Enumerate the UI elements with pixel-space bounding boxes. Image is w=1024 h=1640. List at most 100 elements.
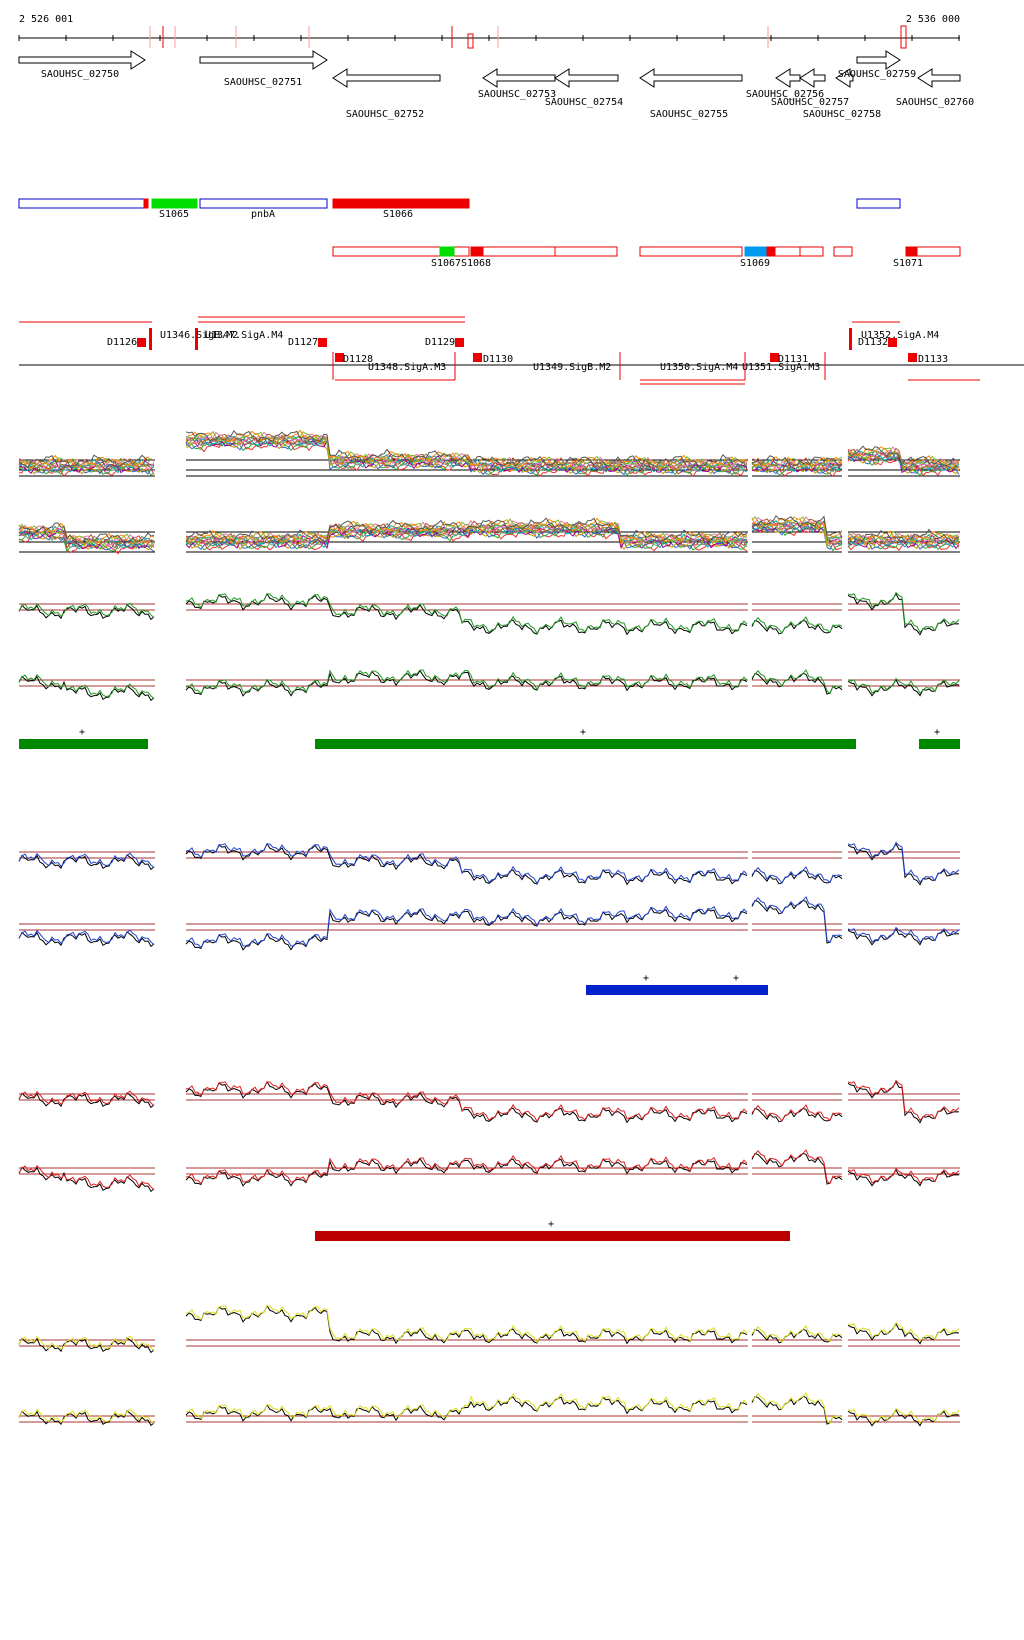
promoter-flag [849,328,857,350]
segment [470,246,556,257]
expression-trace [18,454,155,469]
segment [799,246,824,257]
promoter-label: D1129 [425,337,455,348]
expression-trace [18,604,155,621]
segment-label: S1066 [383,209,413,220]
promoter-box [908,353,917,362]
expression-trace [18,854,155,871]
gene-arrow [554,68,619,88]
expression-trace [847,538,960,552]
expression-trace [751,1325,843,1343]
end-coordinate: 2 536 000 [906,14,960,25]
strand-mark: + [643,973,649,984]
gene-label: SAOUHSC_02757 [771,97,849,108]
expression-trace [185,1154,748,1185]
promoter-label: U1347.SigA.M4 [205,330,283,341]
expression-trace [18,931,155,948]
promoter-label: D1126 [107,337,137,348]
gene-arrow [799,68,826,88]
expression-trace [185,517,748,544]
expression-trace [847,591,960,634]
expression-trace [18,457,155,469]
gene-label: SAOUHSC_02760 [896,97,974,108]
segment [554,246,618,257]
expression-trace [18,522,155,544]
strand-mark: + [934,727,940,738]
expression-trace [18,1166,155,1193]
expression-trace [18,852,155,868]
expression-trace [847,1079,960,1122]
gene-arrow [775,68,801,88]
expression-trace [847,679,960,697]
expression-trace [751,616,843,634]
expression-trace [185,593,748,635]
gene-label: SAOUHSC_02759 [838,69,916,80]
expression-trace [18,1092,155,1109]
strand-bar [19,739,148,749]
expression-trace [185,1081,748,1123]
expression-trace [847,841,960,884]
promoter-label: U1349.SigB.M2 [533,362,611,373]
gene-label: SAOUHSC_02758 [803,109,881,120]
expression-trace [18,522,155,546]
gene-arrow [199,50,328,70]
gene-arrow [639,68,743,88]
promoter-label: D1133 [918,354,948,365]
promoter-label: U1351.SigA.M3 [742,362,820,373]
promoter-label: D1131 [778,354,808,365]
promoter-box [770,353,779,362]
expression-trace [185,430,748,470]
gene-label: SAOUHSC_02751 [224,77,302,88]
promoter-box [473,353,482,362]
promoter-box [137,338,146,347]
segment [199,198,328,209]
promoter-label: U1350.SigA.M4 [660,362,738,373]
promoter-label: D1128 [343,354,373,365]
expression-trace [18,1090,155,1106]
expression-trace [847,531,960,545]
segment [766,246,776,257]
segment-label: S1065 [159,209,189,220]
expression-trace [185,430,748,469]
gene-arrow [332,68,441,88]
segment [439,246,455,257]
expression-trace [18,1410,155,1427]
expression-trace [751,455,843,467]
gene-arrow [482,68,556,88]
promoter-label: U1352.SigA.M4 [861,330,939,341]
strand-mark: + [733,973,739,984]
promoter-box [318,338,327,347]
promoter-box [455,338,464,347]
expression-trace [18,602,155,618]
expression-trace [18,1408,155,1424]
segment [833,246,853,257]
strand-bar [919,739,960,749]
expression-trace [847,1321,960,1343]
strand-mark: + [580,727,586,738]
segment [332,246,470,257]
segment [856,198,901,209]
expression-trace [751,1104,843,1122]
start-coordinate: 2 526 001 [19,14,73,25]
expression-trace [185,522,748,550]
segment [143,198,149,209]
expression-trace [185,843,748,885]
strand-bar [315,739,856,749]
expression-trace [847,530,960,545]
expression-trace [185,669,748,695]
expression-trace [18,457,155,470]
segment [470,246,484,257]
gene-arrow [835,68,854,88]
strand-bar [586,985,768,995]
gene-label: SAOUHSC_02754 [545,97,623,108]
expression-trace [847,528,960,544]
expression-trace [185,905,748,949]
expression-trace [751,669,843,695]
segment [744,246,768,257]
promoter-box [888,338,897,347]
expression-trace [847,446,960,469]
expression-trace [18,673,155,699]
segment [332,198,470,209]
